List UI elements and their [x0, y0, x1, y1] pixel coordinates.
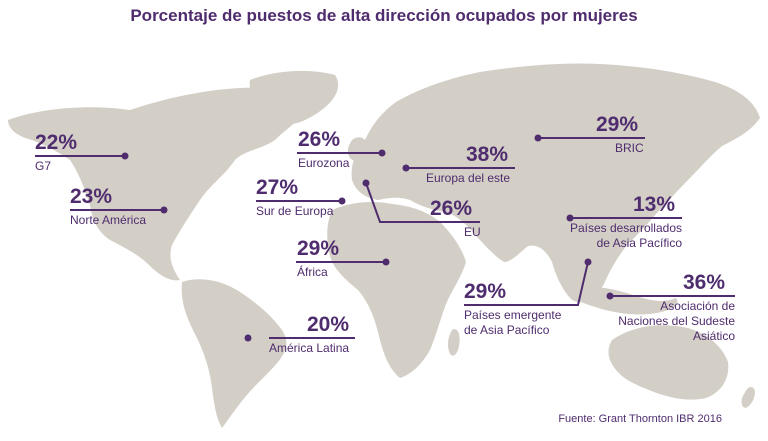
norte-america-label: Norte América	[70, 213, 147, 227]
sur-europa-percentage: 27%	[256, 176, 299, 199]
greenland-landmass	[249, 70, 339, 125]
continents	[8, 63, 760, 428]
eurozona-label: Eurozona	[298, 156, 350, 170]
asia-desarrollados-percentage: 13%	[633, 193, 676, 216]
europa-este-label: Europa del este	[426, 171, 511, 185]
asia-desarrollados-label: Países desarrollados de Asia Pacífico	[545, 221, 682, 251]
asia-emergente-label-line-1: Países emergente	[464, 308, 562, 322]
norte-america-percentage: 23%	[70, 185, 113, 208]
asean-label-line-2: Naciones del Sudeste	[618, 314, 735, 328]
bric-dot	[534, 134, 542, 142]
australia-landmass	[608, 325, 729, 400]
asia-desarrollados-label-line-2: de Asia Pacífico	[596, 236, 682, 250]
asean-label-line-3: Asiático	[692, 329, 735, 343]
map-title: Porcentaje de puestos de alta dirección …	[130, 6, 638, 25]
g7-dot	[121, 152, 129, 160]
eurasia-landmass	[351, 63, 760, 303]
g7-percentage: 22%	[35, 131, 78, 154]
america-latina-label: América Latina	[269, 341, 350, 355]
europa-este-dot	[402, 164, 410, 172]
eu-label: EU	[464, 225, 481, 239]
asia-emergente-dot	[584, 258, 592, 266]
africa-percentage: 29%	[297, 237, 340, 260]
eurozona-dot	[378, 149, 386, 157]
america-latina-percentage: 20%	[307, 313, 350, 336]
africa-dot	[382, 258, 390, 266]
bric-percentage: 29%	[596, 113, 639, 136]
sur-europa-label: Sur de Europa	[256, 204, 334, 218]
asia-emergente-percentage: 29%	[464, 280, 507, 303]
madagascar-landmass	[448, 329, 460, 356]
africa-landmass	[327, 202, 466, 378]
location-dots	[121, 134, 614, 342]
leader-lines	[35, 137, 735, 339]
bric-label: BRIC	[615, 141, 644, 155]
eu-dot	[362, 179, 370, 187]
asia-emergente-leader-line	[464, 261, 589, 306]
source-note: Fuente: Grant Thornton IBR 2016	[558, 413, 722, 425]
southeast-asia-islands	[571, 287, 678, 315]
asean-dot	[606, 292, 614, 300]
sur-europa-dot	[338, 197, 346, 205]
asean-percentage: 36%	[683, 271, 726, 294]
europa-este-percentage: 38%	[466, 143, 509, 166]
norte-america-dot	[160, 206, 168, 214]
africa-label: África	[297, 265, 328, 279]
g7-label: G7	[35, 159, 52, 173]
north-america-landmass	[8, 87, 310, 281]
asean-label-line-1: Asociación de	[660, 299, 735, 313]
asean-label: Asociación de Naciones del Sudeste Asiát…	[590, 299, 735, 344]
eu-leader-line	[365, 182, 480, 223]
asia-desarrollados-label-line-1: Países desarrollados	[569, 221, 682, 235]
america-latina-dot	[244, 334, 252, 342]
asia-desarrollados-dot	[566, 214, 574, 222]
eu-percentage: 26%	[430, 197, 473, 220]
asia-emergente-label: Países emergente de Asia Pacífico	[464, 308, 561, 338]
japan-landmass	[659, 167, 678, 201]
new-zealand-landmass	[741, 386, 755, 408]
asia-emergente-label-line-2: de Asia Pacífico	[464, 323, 550, 337]
eurozona-percentage: 26%	[298, 128, 341, 151]
britain-landmass	[347, 137, 367, 161]
south-america-landmass	[181, 279, 287, 428]
